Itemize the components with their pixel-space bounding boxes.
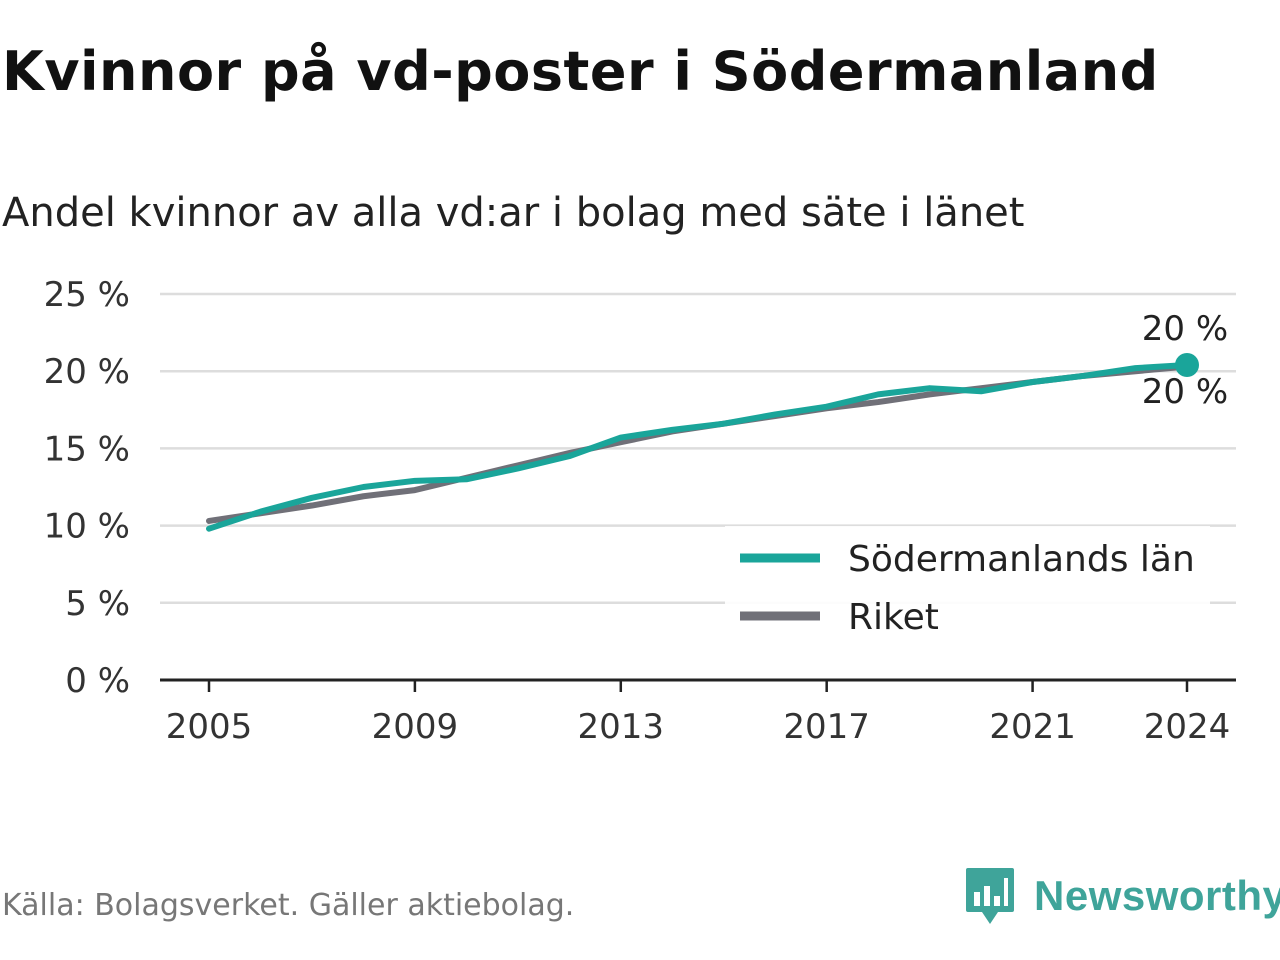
series-line-sodermanlands-lan [206,362,1190,532]
x-tick-label: 2017 [783,707,870,747]
end-label-sodermanlands-lan: 20 % [1142,309,1228,349]
x-tick-label: 2009 [372,707,459,747]
legend-label-riket: Riket [848,597,939,638]
chart-title: Kvinnor på vd-poster i Södermanland [2,40,1159,103]
y-tick-label: 25 % [44,275,130,315]
y-tick-label: 5 % [65,584,130,624]
y-tick-label: 20 % [44,352,130,392]
x-tick-label: 2021 [989,707,1076,747]
end-label-riket: 20 % [1142,372,1228,412]
x-tick-label: 2024 [1144,707,1231,747]
x-tick-label: 2005 [166,707,253,747]
chart-subtitle: Andel kvinnor av alla vd:ar i bolag med … [2,190,1025,236]
legend-label-sodermanlands-lan: Södermanlands län [848,539,1195,580]
y-tick-label: 15 % [44,429,130,469]
newsworthy-logo-icon [966,868,1014,924]
end-point-sodermanlands-lan [1175,353,1199,378]
series-line-riket [206,363,1190,524]
y-tick-label: 10 % [44,507,130,547]
newsworthy-logo: Newsworthy [964,864,1280,928]
source-note: Källa: Bolagsverket. Gäller aktiebolag. [2,888,575,923]
y-tick-label: 0 % [65,661,130,701]
x-tick-label: 2013 [578,707,665,747]
newsworthy-logo-text: Newsworthy [1034,872,1280,919]
